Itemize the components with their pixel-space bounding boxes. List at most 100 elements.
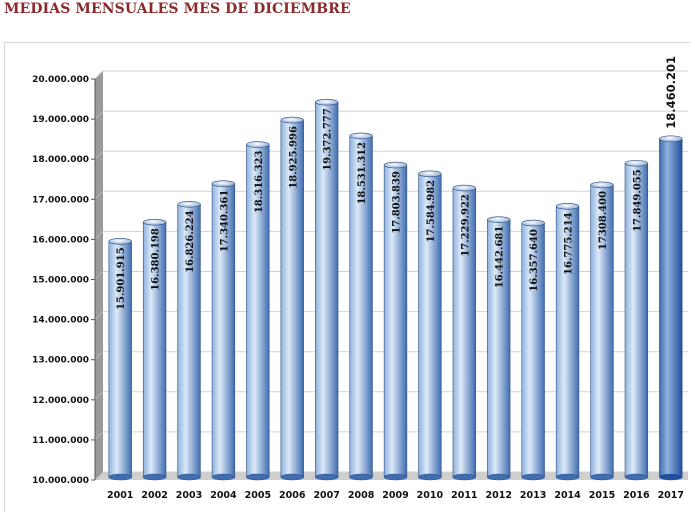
x-category-label: 2013 <box>520 490 546 501</box>
bar <box>452 184 476 481</box>
bar-base <box>246 473 270 481</box>
bar-cap <box>487 216 511 223</box>
y-tick-label: 18.000.000 <box>32 155 89 165</box>
bar-base <box>211 473 236 481</box>
x-category-label: 2011 <box>451 490 477 501</box>
bar <box>246 141 270 481</box>
bar-cap <box>555 203 580 210</box>
bar-cap <box>624 159 649 167</box>
bar-cap <box>108 238 132 245</box>
bar-base <box>108 473 132 481</box>
bar-base <box>659 473 683 481</box>
bar-value-label: 17308.400 <box>598 191 609 250</box>
gridline-wall <box>94 110 104 120</box>
bar-value-label: 16.826.224 <box>185 210 196 273</box>
gridline-wall <box>94 231 104 240</box>
page-title: MEDIAS MENSUALES MES DE DICIEMBRE <box>4 1 351 17</box>
y-tick-label: 19.000.000 <box>32 115 89 125</box>
bar-cap <box>383 161 408 169</box>
bar-cap <box>590 181 614 189</box>
bar <box>315 98 339 481</box>
bar-cap <box>349 132 373 140</box>
bar <box>349 132 373 481</box>
bar-base <box>177 473 201 481</box>
bar <box>659 135 683 481</box>
x-category-label: 2002 <box>141 490 167 501</box>
bar-cap <box>659 135 683 143</box>
bar-value-label: 18.316.323 <box>254 150 265 213</box>
bar-value-label: 18.531.312 <box>357 142 368 205</box>
bar-base <box>555 473 580 481</box>
bar <box>142 218 167 481</box>
bar-value-label: 17.584.982 <box>426 180 437 243</box>
bar-value-label: 16.442.681 <box>495 226 506 289</box>
gridline-wall <box>94 311 104 320</box>
x-category-label: 2014 <box>554 490 581 501</box>
bar-body <box>659 138 683 478</box>
bar-value-label: 15.901.915 <box>116 247 127 310</box>
bar-value-label: 17.803.839 <box>392 171 403 234</box>
y-tick-label: 20.000.000 <box>32 75 89 85</box>
gridline-wall <box>94 351 104 361</box>
gridline-wall <box>94 190 104 200</box>
bar-base <box>142 473 167 481</box>
bar-value-label: 16.775.214 <box>564 212 575 275</box>
bar-base <box>383 473 408 481</box>
gridline-wall <box>94 391 104 401</box>
x-category-label: 2009 <box>382 490 408 501</box>
bar-value-label: 16.357.640 <box>529 229 540 292</box>
bar-cap <box>521 219 545 227</box>
bar-cap <box>280 116 304 124</box>
bar-cap <box>177 200 201 208</box>
y-tick-label: 12.000.000 <box>32 396 89 406</box>
bar-base <box>521 473 545 481</box>
x-category-label: 2012 <box>486 490 512 501</box>
y-tick-label: 11.000.000 <box>32 436 89 446</box>
gridline-wall <box>94 150 104 160</box>
bar <box>418 170 442 481</box>
bar-base <box>487 473 511 481</box>
bar-value-label: 16.380.198 <box>151 228 162 291</box>
bar <box>487 216 511 481</box>
x-category-label: 2004 <box>210 490 237 501</box>
gridline-wall <box>94 431 104 441</box>
bar-base <box>349 473 373 481</box>
bar-value-label: 19.372.777 <box>323 108 334 171</box>
bar-value-label: 17.229.922 <box>460 194 471 257</box>
x-category-label: 2017 <box>658 490 684 501</box>
bar-base <box>452 473 476 481</box>
y-tick-label: 13.000.000 <box>32 356 89 366</box>
x-category-label: 2010 <box>417 490 444 501</box>
bar-base <box>624 473 649 481</box>
bar-cap <box>452 184 476 192</box>
x-category-label: 2007 <box>313 490 339 501</box>
bar-value-label: 18.460.201 <box>664 56 678 129</box>
gridline-wall <box>94 471 104 481</box>
bar <box>177 200 201 481</box>
y-tick-label: 10.000.000 <box>32 476 89 486</box>
x-category-label: 2016 <box>623 490 650 501</box>
x-category-label: 2001 <box>107 490 133 501</box>
bar-chart: 10.000.000 11.000.000 12.000.000 13.000.000… <box>32 56 688 501</box>
bar <box>280 116 304 481</box>
bar-base <box>590 473 614 481</box>
x-category-label: 2008 <box>348 490 375 501</box>
bar-base <box>315 473 339 481</box>
x-category-label: 2005 <box>245 490 271 501</box>
y-tick-label: 16.000.000 <box>32 235 89 245</box>
bar-value-label: 17.340.361 <box>219 190 230 253</box>
bar <box>590 181 614 481</box>
bar-value-label: 18.925.996 <box>288 126 299 189</box>
x-category-label: 2006 <box>279 490 306 501</box>
gridline-wall <box>94 70 104 80</box>
bar <box>555 203 580 481</box>
y-tick-label: 15.000.000 <box>32 276 89 286</box>
chart-frame: 10.000.000 11.000.000 12.000.000 13.000.000… <box>4 42 690 512</box>
bar <box>211 180 236 481</box>
bar-cap <box>211 180 236 187</box>
bar-base <box>418 473 442 481</box>
bar-cap <box>142 218 167 226</box>
bar-value-label: 17.849.055 <box>632 169 643 232</box>
bar <box>383 161 408 481</box>
gridline-wall <box>94 271 104 280</box>
